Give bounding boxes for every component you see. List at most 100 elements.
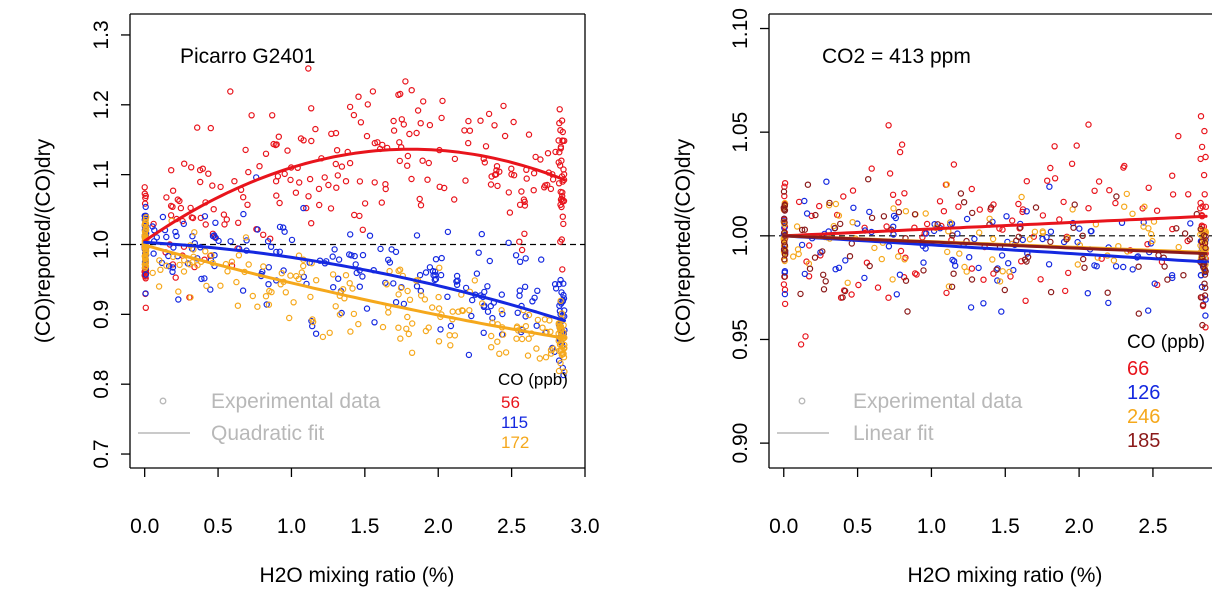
data-point (256, 162, 263, 170)
data-point (142, 220, 150, 227)
data-point (923, 230, 930, 237)
data-point (473, 270, 481, 277)
data-point (848, 240, 856, 247)
data-point (466, 127, 474, 134)
data-point (157, 266, 164, 273)
data-point (404, 152, 412, 160)
data-point (498, 291, 505, 298)
data-point (475, 249, 482, 256)
data-point (163, 233, 170, 241)
data-point (890, 205, 897, 212)
data-point (844, 279, 851, 286)
data-point (429, 304, 436, 311)
data-point (1076, 225, 1083, 232)
data-point (1001, 286, 1009, 294)
x-axis-title: H2O mixing ratio (%) (260, 564, 455, 587)
data-point (520, 196, 528, 203)
legend-points-label: Experimental data (853, 390, 1023, 413)
data-point (167, 166, 175, 174)
data-point (901, 190, 908, 197)
series-66-points (780, 112, 1210, 348)
data-point (886, 170, 894, 177)
data-point (1056, 216, 1063, 223)
data-point (521, 283, 529, 290)
data-point (284, 147, 291, 154)
data-point (425, 159, 432, 167)
data-point (142, 271, 149, 278)
data-point (966, 254, 973, 261)
data-point (141, 255, 149, 262)
data-point (518, 335, 526, 343)
data-point (419, 157, 426, 164)
data-point (413, 232, 421, 239)
data-point (940, 207, 948, 215)
data-point (300, 262, 307, 270)
x-axis-title: H2O mixing ratio (%) (908, 564, 1103, 587)
data-point (400, 121, 407, 128)
data-point (902, 277, 910, 284)
data-point (221, 221, 228, 228)
data-point (895, 199, 902, 206)
data-point (1074, 261, 1082, 268)
data-point (1043, 177, 1051, 184)
data-point (269, 112, 276, 119)
data-point (1070, 224, 1077, 231)
data-point (552, 148, 559, 156)
y-tick-label: 1.05 (729, 112, 752, 153)
data-point (1047, 288, 1055, 296)
data-point (1197, 272, 1205, 279)
data-point (957, 190, 965, 197)
data-point (949, 256, 956, 264)
data-point (486, 257, 493, 265)
plot-area (130, 65, 585, 379)
data-point (1047, 228, 1055, 235)
data-point (296, 179, 303, 186)
data-point (557, 323, 565, 330)
data-point (437, 326, 444, 333)
data-point (885, 243, 893, 250)
data-point (866, 262, 873, 270)
data-point (1047, 164, 1054, 172)
data-point (993, 266, 1000, 273)
data-point (1201, 127, 1208, 135)
data-point (1085, 204, 1092, 212)
data-point (798, 226, 806, 234)
data-point (155, 283, 163, 290)
data-point (781, 192, 788, 200)
data-point (298, 269, 305, 276)
y-tick-label: 0.9 (90, 300, 113, 329)
data-point (264, 238, 272, 245)
legend-entry: 185 (1127, 430, 1160, 452)
data-point (812, 211, 819, 219)
data-point (896, 148, 904, 156)
data-point (333, 184, 340, 191)
data-point (556, 119, 563, 127)
data-point (307, 293, 314, 301)
data-point (220, 211, 228, 218)
data-point (426, 264, 434, 271)
data-point (287, 176, 294, 184)
data-point (347, 231, 354, 238)
data-point (436, 264, 443, 271)
data-point (186, 261, 193, 268)
data-point (1073, 142, 1080, 149)
data-point (173, 232, 180, 240)
data-point (1039, 235, 1046, 243)
data-point (560, 220, 567, 228)
data-point (477, 117, 484, 124)
data-point (422, 327, 430, 335)
data-point (244, 201, 251, 208)
data-point (961, 263, 968, 271)
data-point (1105, 299, 1112, 307)
data-point (382, 279, 389, 286)
data-point (547, 350, 555, 357)
data-point (955, 203, 962, 210)
data-point (363, 132, 371, 140)
data-point (1184, 191, 1192, 198)
data-point (1199, 321, 1206, 329)
data-point (1019, 236, 1027, 244)
x-tick-label: 3.0 (570, 515, 599, 538)
data-point (522, 323, 530, 330)
series-185-points (780, 175, 1209, 329)
